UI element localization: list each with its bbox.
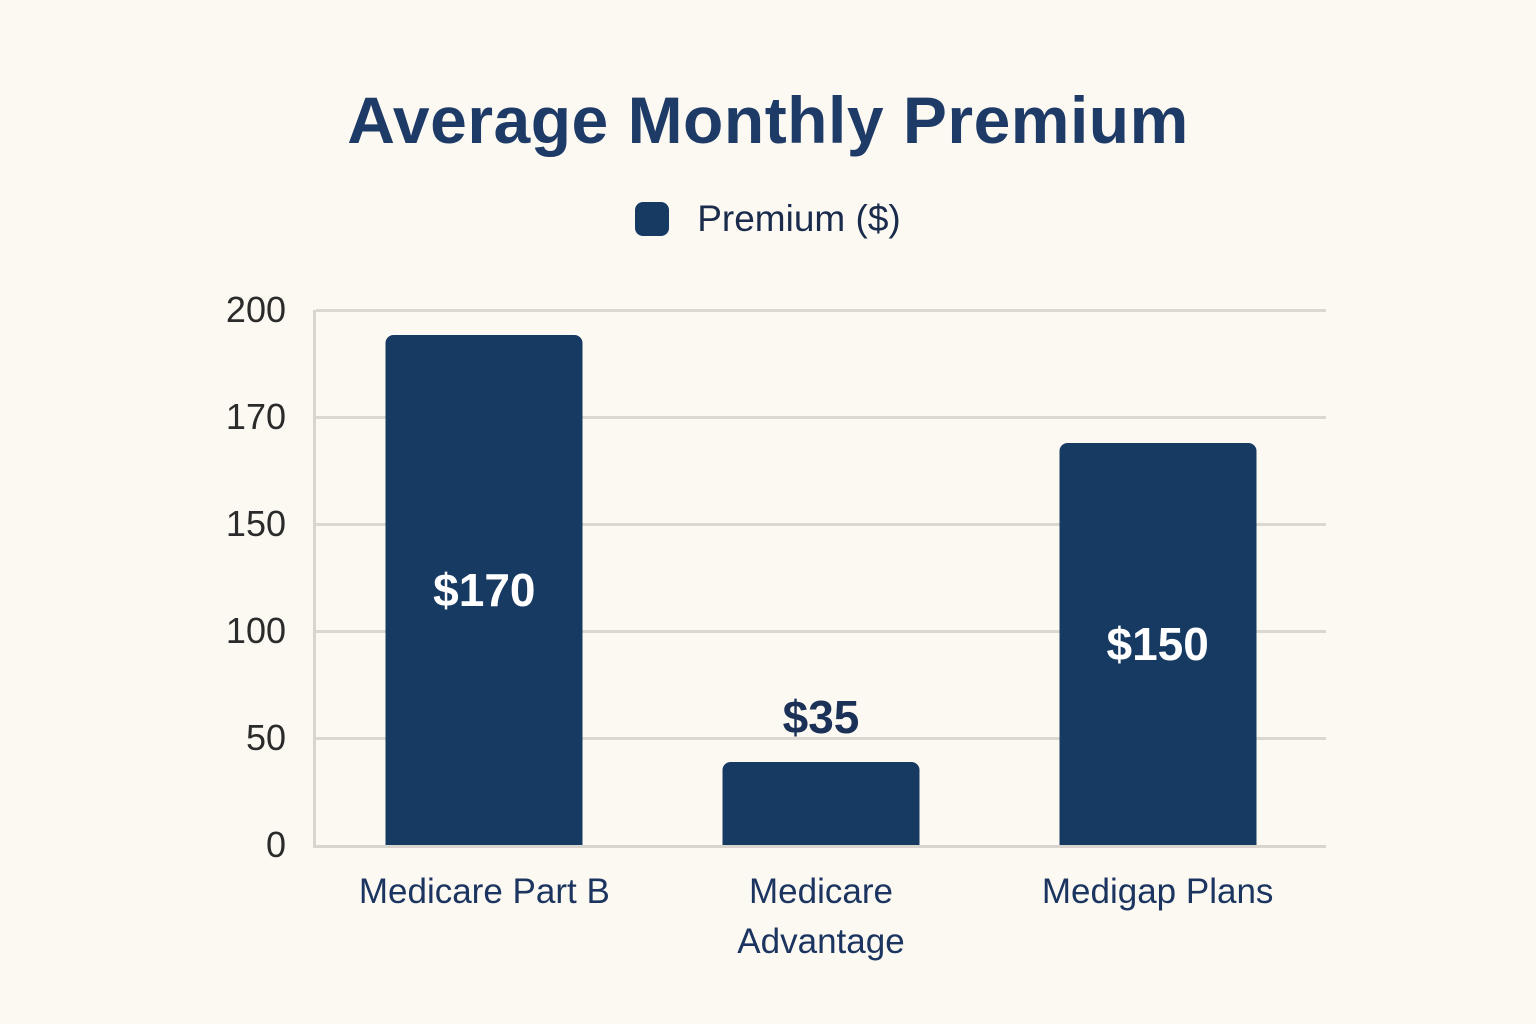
- y-axis-tick-label: 150: [225, 503, 286, 544]
- bar-medigap-plans: $150: [1059, 443, 1257, 845]
- y-axis-tick-label: 0: [265, 824, 286, 865]
- bar-slot: $35 Medicare Advantage: [653, 310, 990, 961]
- y-axis-tick-label: 200: [225, 289, 286, 330]
- legend: Premium ($): [0, 198, 1536, 240]
- bar-value-label: $35: [782, 691, 860, 744]
- y-axis-tick-label: 100: [225, 610, 286, 651]
- x-axis-category-label: Medicare Part B: [358, 872, 610, 911]
- gridline: [316, 523, 1326, 526]
- legend-swatch-icon: [635, 202, 670, 236]
- bar-value-label: $150: [1106, 618, 1209, 671]
- legend-label: Premium ($): [697, 198, 901, 239]
- gridline: [316, 416, 1326, 419]
- y-axis-tick-label: 50: [245, 717, 286, 758]
- gridline: [316, 737, 1326, 740]
- bar-medicare-part-b: $170: [385, 335, 583, 845]
- chart-title: Average Monthly Premium: [347, 83, 1189, 157]
- bar-slot: $170 Medicare Part B: [316, 310, 653, 911]
- x-axis-category-label: Medigap Plans: [1041, 872, 1274, 911]
- plot-area: 200 170 150 100 50 0 $170 Medicare Part B $35…: [226, 289, 1326, 961]
- bar-value-label: $170: [433, 564, 536, 617]
- gridline: [316, 630, 1326, 633]
- gridline: [316, 309, 1326, 312]
- x-axis-category-label: Medicare Advantage: [737, 872, 905, 961]
- bar-medicare-advantage: $35: [722, 691, 920, 845]
- bar-slot: $150 Medigap Plans: [989, 310, 1326, 911]
- y-axis-tick-label: 170: [225, 396, 286, 437]
